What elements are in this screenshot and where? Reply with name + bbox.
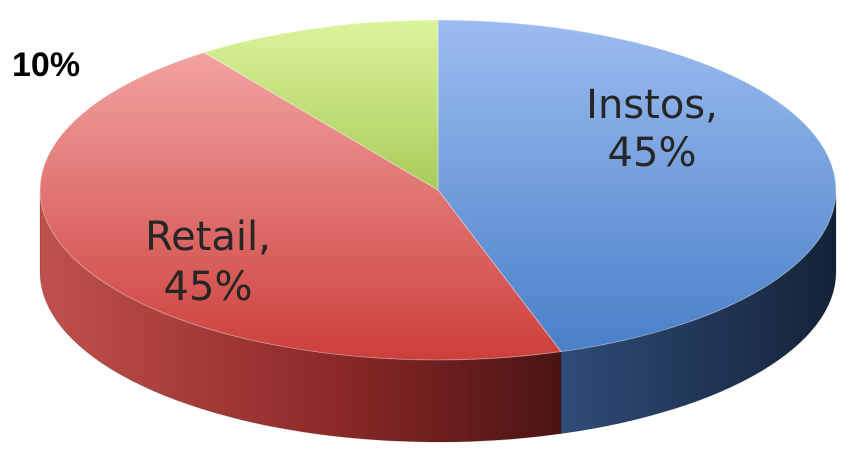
data-label-1-line-1: 45% (164, 264, 253, 310)
pie-tops (39, 19, 837, 361)
data-label-1: Retail, 45% (145, 214, 271, 310)
pie-labels: Instos, 45%Retail, 45%10% (12, 46, 718, 310)
data-label-0-line-1: 45% (608, 130, 697, 176)
data-label-2: 10% (12, 46, 80, 84)
data-label-1-line-0: Retail, (145, 214, 271, 260)
pie-slice-1 (39, 51, 562, 361)
data-label-0-line-0: Instos, (586, 82, 718, 128)
pie-slice-2 (202, 19, 439, 191)
data-label-0: Instos, 45% (586, 82, 718, 176)
pie-slice-0 (437, 19, 837, 353)
data-label-2-line-0: 10% (12, 46, 80, 84)
